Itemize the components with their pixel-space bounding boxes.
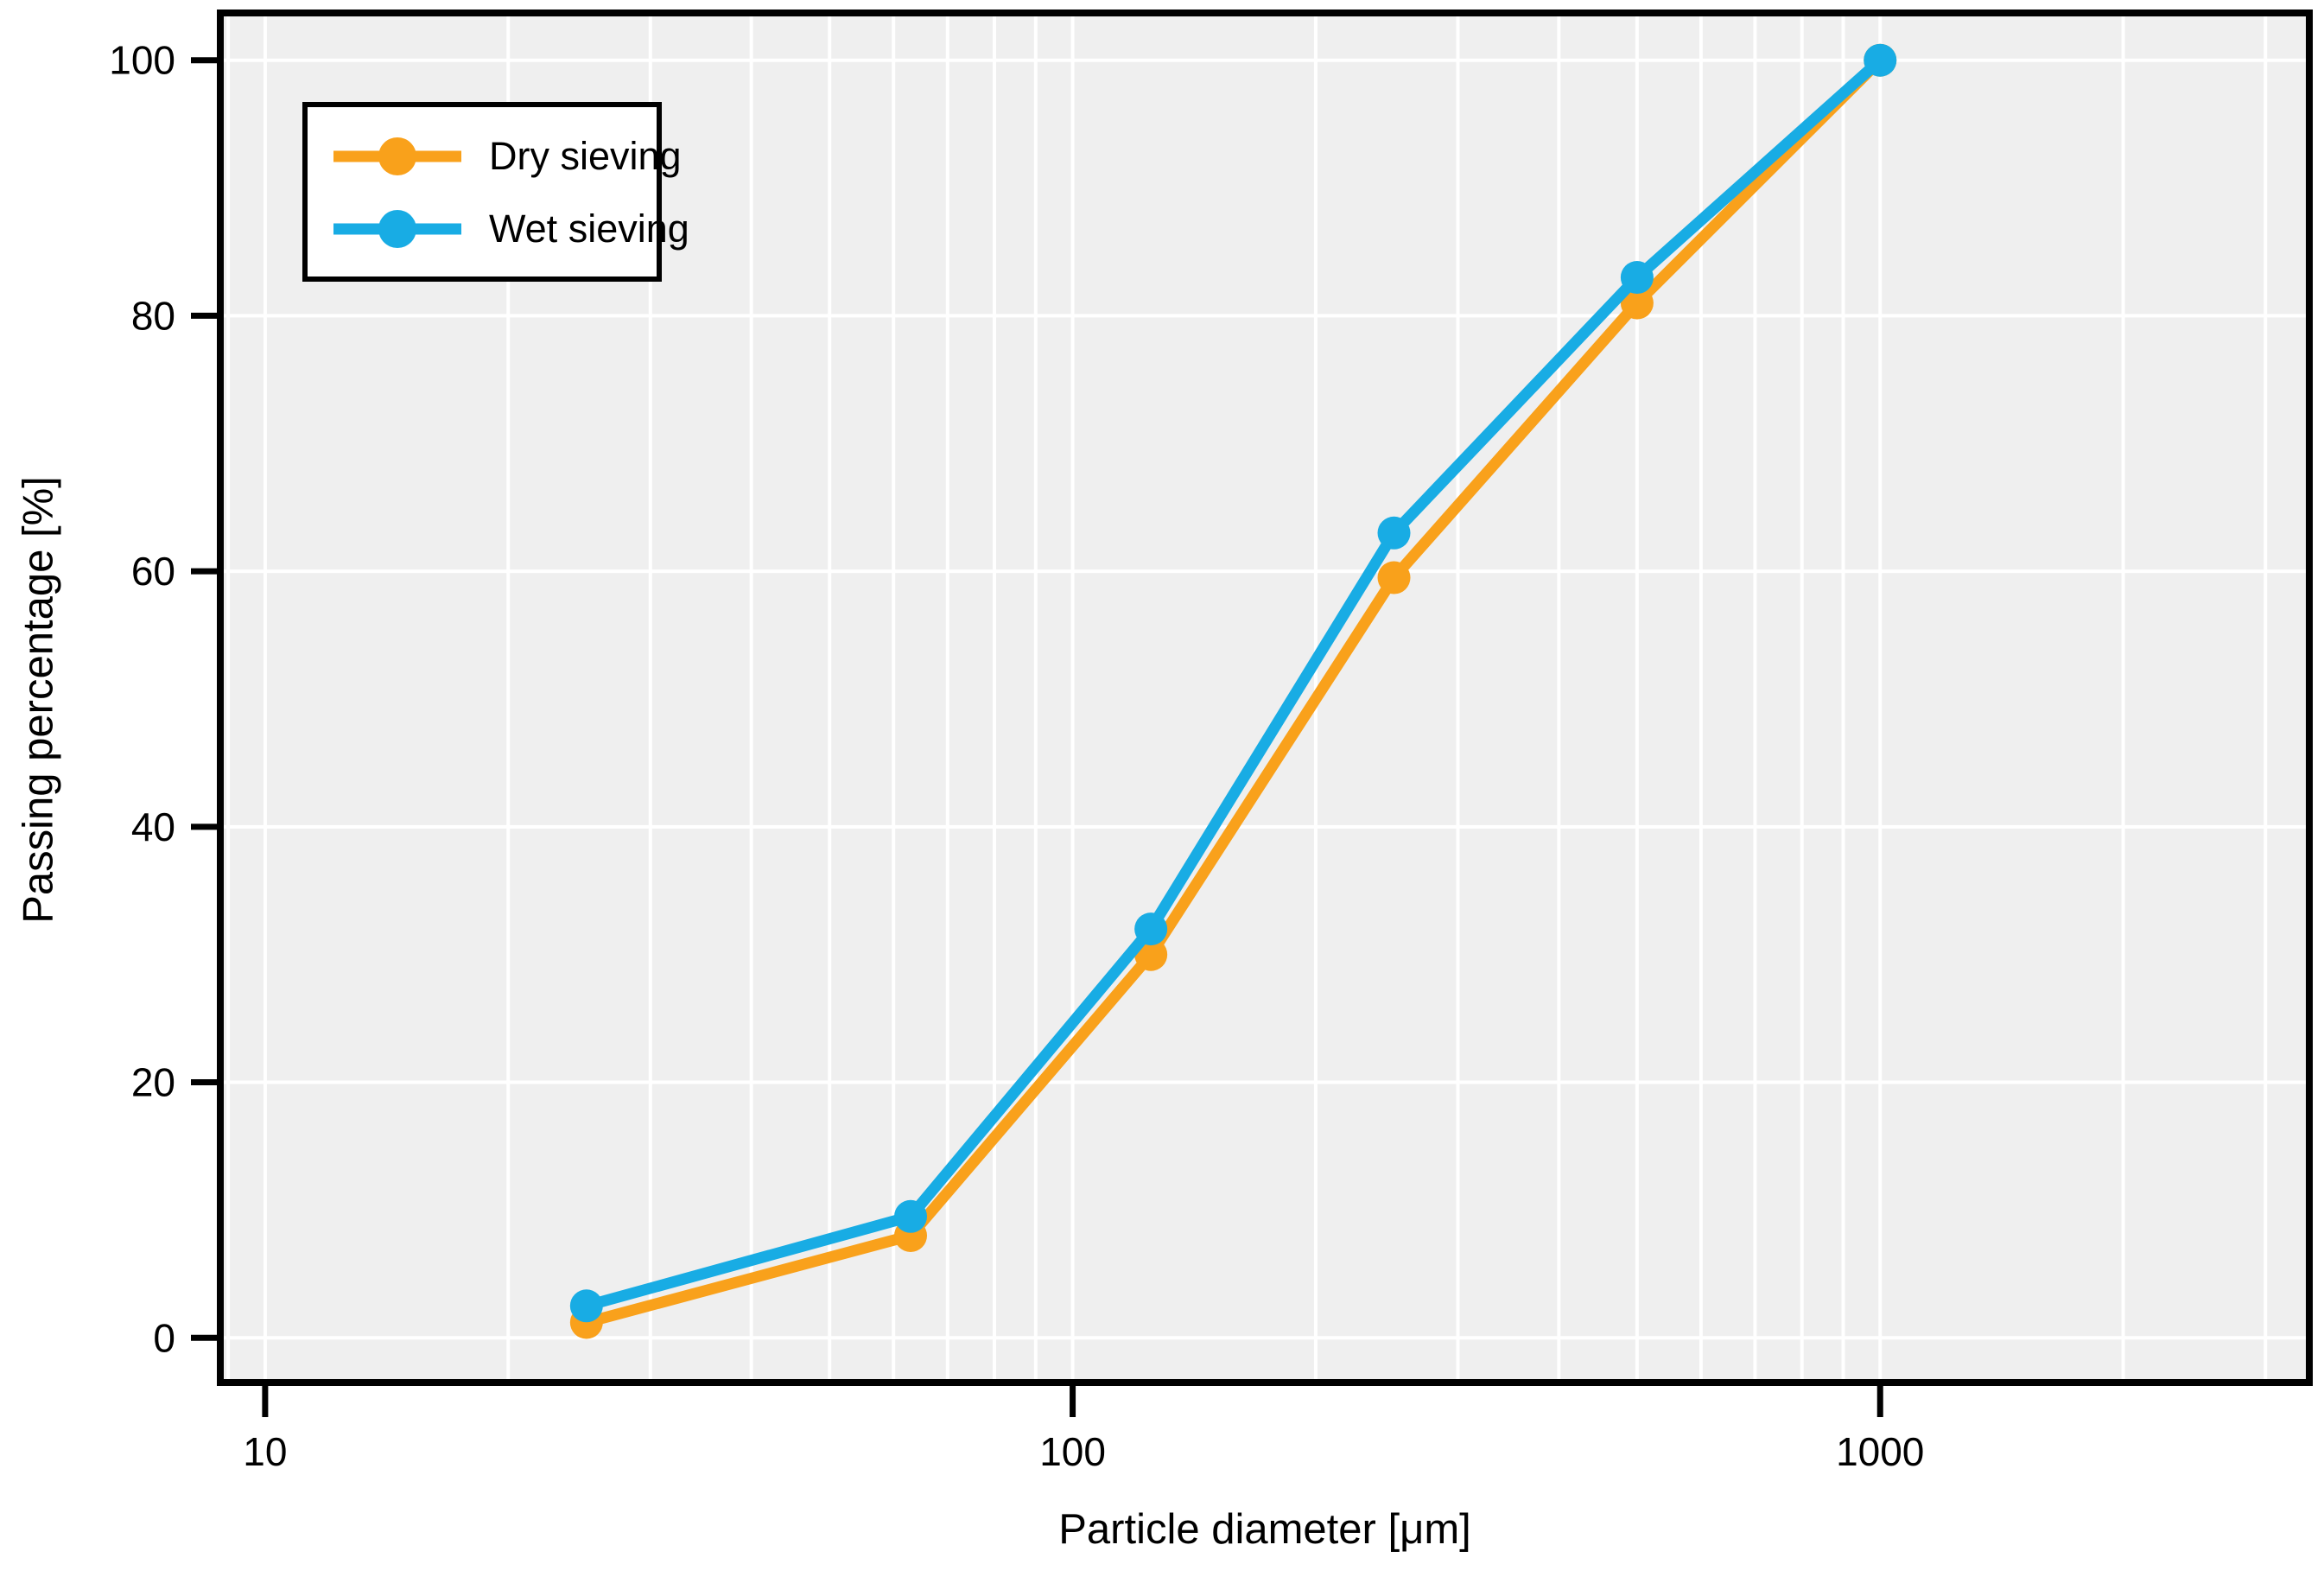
y-axis-title: Passing percentage [%]	[15, 476, 62, 924]
y-tick-label: 20	[131, 1060, 175, 1105]
dry-series-marker-icon	[333, 137, 461, 175]
wet-series-marker-icon	[333, 210, 461, 248]
legend-item-dry-sieving: Dry sieving	[328, 130, 682, 183]
x-axis-title: Particle diameter [μm]	[1058, 1506, 1471, 1553]
y-tick-label: 100	[109, 38, 175, 83]
legend-item-wet-sieving: Wet sieving	[328, 202, 689, 256]
x-tick-label: 100	[1039, 1429, 1106, 1474]
wet-sieving-point-marker	[1864, 43, 1897, 77]
legend-label-wet-sieving: Wet sieving	[489, 207, 689, 251]
wet-sieving-series-line	[581, 54, 1886, 1312]
legend: Dry sieving Wet sieving	[302, 102, 689, 282]
dry-sieving-point-marker	[1377, 561, 1411, 594]
x-tick-label: 1000	[1836, 1429, 1924, 1474]
x-tick-label: 10	[243, 1429, 287, 1474]
wet-sieving-point-marker	[894, 1199, 928, 1233]
wet-sieving-point-marker	[1620, 261, 1654, 295]
wet-sieving-point-marker	[1134, 912, 1168, 946]
y-tick-label: 80	[131, 293, 175, 338]
dry-sieving-series-line	[581, 54, 1886, 1329]
y-tick-label: 60	[131, 549, 175, 594]
tick-marks	[191, 57, 1883, 1417]
y-tick-label: 40	[131, 804, 175, 849]
wet-sieving-point-marker	[1377, 516, 1411, 550]
wet-sieving-point-marker	[569, 1289, 603, 1323]
dry-sieving-point-marker	[1620, 286, 1654, 320]
plot-frame	[217, 10, 2313, 1386]
y-tick-label: 0	[153, 1315, 175, 1360]
wet-sieving-series	[569, 43, 1897, 1323]
legend-label-dry-sieving: Dry sieving	[489, 134, 682, 178]
tick-labels: 10 100 1000 0 20 40 60 80 100	[109, 38, 1924, 1474]
